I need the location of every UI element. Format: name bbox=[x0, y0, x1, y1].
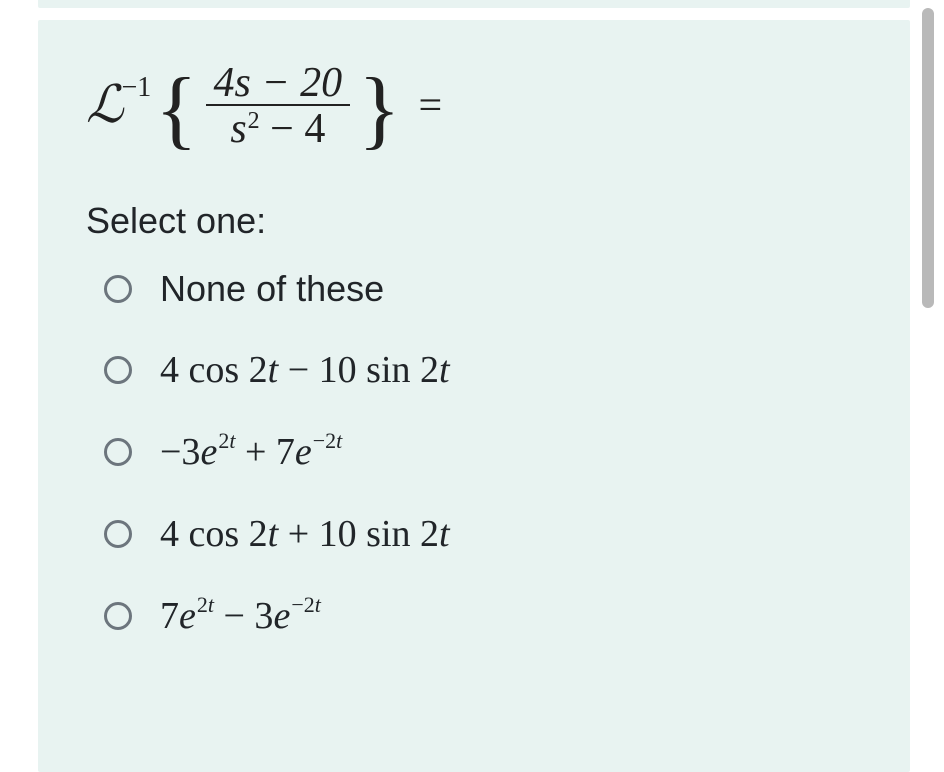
option-text-opt2: −3e2t + 7e−2t bbox=[160, 430, 342, 474]
fraction-numerator: 4s − 20 bbox=[206, 62, 351, 104]
vertical-scrollbar-thumb[interactable] bbox=[922, 8, 934, 308]
fraction-denominator: s2 − 4 bbox=[222, 106, 333, 150]
option-row-opt3[interactable]: 4 cos 2t + 10 sin 2t bbox=[104, 512, 862, 556]
laplace-symbol: ℒ bbox=[86, 80, 123, 132]
radio-opt1[interactable] bbox=[104, 356, 132, 384]
radio-opt3[interactable] bbox=[104, 520, 132, 548]
option-row-none[interactable]: None of these bbox=[104, 268, 862, 310]
option-text-opt1: 4 cos 2t − 10 sin 2t bbox=[160, 348, 450, 392]
option-text-opt4: 7e2t − 3e−2t bbox=[160, 594, 321, 638]
radio-opt4[interactable] bbox=[104, 602, 132, 630]
option-row-opt2[interactable]: −3e2t + 7e−2t bbox=[104, 430, 862, 474]
select-one-prompt: Select one: bbox=[86, 200, 862, 242]
vertical-scrollbar-track[interactable] bbox=[920, 8, 934, 742]
option-text-none: None of these bbox=[160, 268, 384, 310]
radio-none[interactable] bbox=[104, 275, 132, 303]
page-root: ℒ −1 { 4s − 20 s2 − 4 } = Select one: No… bbox=[0, 0, 944, 772]
question-panel: ℒ −1 { 4s − 20 s2 − 4 } = Select one: No… bbox=[38, 20, 910, 772]
option-text-opt3: 4 cos 2t + 10 sin 2t bbox=[160, 512, 450, 556]
option-row-opt4[interactable]: 7e2t − 3e−2t bbox=[104, 594, 862, 638]
equals-sign: = bbox=[418, 85, 442, 127]
option-row-opt1[interactable]: 4 cos 2t − 10 sin 2t bbox=[104, 348, 862, 392]
radio-opt2[interactable] bbox=[104, 438, 132, 466]
previous-card-edge bbox=[38, 0, 910, 8]
options-group: None of these 4 cos 2t − 10 sin 2t −3e2t +… bbox=[86, 268, 862, 638]
question-equation: ℒ −1 { 4s − 20 s2 − 4 } = bbox=[86, 62, 862, 150]
fraction: 4s − 20 s2 − 4 bbox=[206, 62, 351, 150]
laplace-exponent: −1 bbox=[121, 74, 151, 102]
